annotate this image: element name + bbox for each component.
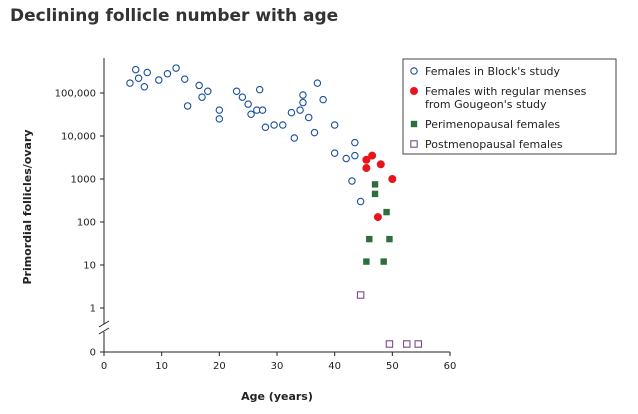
x-tick-label: 40 [328,361,341,372]
data-point [244,100,252,108]
data-point [366,235,373,243]
data-point [356,197,365,206]
x-tick-label: 0 [101,361,107,372]
data-point [373,213,382,222]
data-point [180,75,189,83]
data-point [255,85,264,94]
data-point [351,151,359,160]
data-point [299,91,307,99]
y-tick-label: 10,000 [61,132,96,143]
data-points [126,64,423,348]
data-point [238,93,247,101]
legend-label: Females in Block's study [425,65,561,78]
legend-marker [410,140,418,148]
data-point [402,340,411,348]
data-point [376,160,385,169]
x-tick-label: 30 [271,361,284,372]
data-point [362,164,371,173]
data-point [313,79,322,87]
legend-item: Females in Block's study [410,65,561,78]
data-point [232,87,241,95]
series-1 [126,64,365,206]
y-tick-label: 100 [77,218,96,229]
legend-label: Females with regular menses from Gougeon'… [425,85,587,111]
x-tick-label: 50 [386,361,399,372]
data-point [261,123,270,131]
data-point [371,190,379,198]
legend-item: Females with regular menses from Gougeon'… [410,85,587,111]
data-point [362,155,371,164]
legend: Females in Block's study Females with reg… [402,58,617,155]
data-point [388,175,397,183]
x-tick-label: 60 [444,361,457,372]
data-point [204,87,212,95]
series-3 [363,181,393,265]
legend-marker [410,120,418,128]
y-tick-label: 0 [90,348,96,359]
legend-item: Perimenopausal females [410,118,560,131]
data-point [299,98,307,107]
legend-label: Perimenopausal females [425,118,560,131]
data-point [383,208,390,216]
data-point [385,340,394,348]
y-tick-label: 10 [83,261,96,272]
legend-marker [410,67,418,75]
series-2 [362,151,397,222]
y-axis-label: Primordial follicles/ovary [21,129,34,284]
data-point [134,74,143,83]
data-point [310,128,319,137]
y-tick-label: 1000 [71,175,96,186]
data-point [348,177,356,185]
data-point [330,121,339,129]
data-point [296,106,304,114]
data-point [386,235,393,243]
data-point [363,258,370,265]
legend-label: Postmenopausal females [425,138,563,151]
data-point [351,138,359,147]
axis-break-mark [98,320,110,328]
data-point [371,181,379,188]
x-axis-label: Age (years) [241,390,313,403]
data-point [172,64,180,72]
data-point [279,121,287,129]
data-point [131,65,140,74]
data-point [183,102,192,110]
data-point [287,108,296,117]
data-point [330,149,339,157]
legend-item: Postmenopausal females [410,138,563,151]
y-tick-label: 1 [90,304,96,315]
data-point [140,82,149,91]
series-4 [356,291,423,348]
data-point [258,106,267,114]
data-point [356,291,365,299]
data-point [126,79,134,87]
y-tick-label: 100,000 [55,89,96,100]
data-point [198,93,206,101]
data-point [342,154,350,163]
data-point [290,134,299,142]
legend-box [402,58,617,155]
data-point [247,110,255,119]
x-tick-label: 10 [155,361,168,372]
data-point [414,340,423,348]
data-point [319,95,327,104]
data-point [368,151,377,160]
data-point [155,76,163,84]
data-point [380,258,387,265]
axis-break-mark [98,327,110,335]
data-point [143,68,152,77]
x-tick-label: 20 [213,361,226,372]
axes: 0 10 20 30 40 50 60 0 1 10 100 1000 10,000 100,000 [55,58,457,372]
legend-marker [410,87,418,95]
data-point [215,115,224,123]
data-point [215,106,224,114]
data-point [163,70,172,78]
data-point [304,113,313,122]
data-point [270,121,278,129]
data-point [195,81,203,90]
chart-title: Declining follicle number with age [10,6,339,26]
